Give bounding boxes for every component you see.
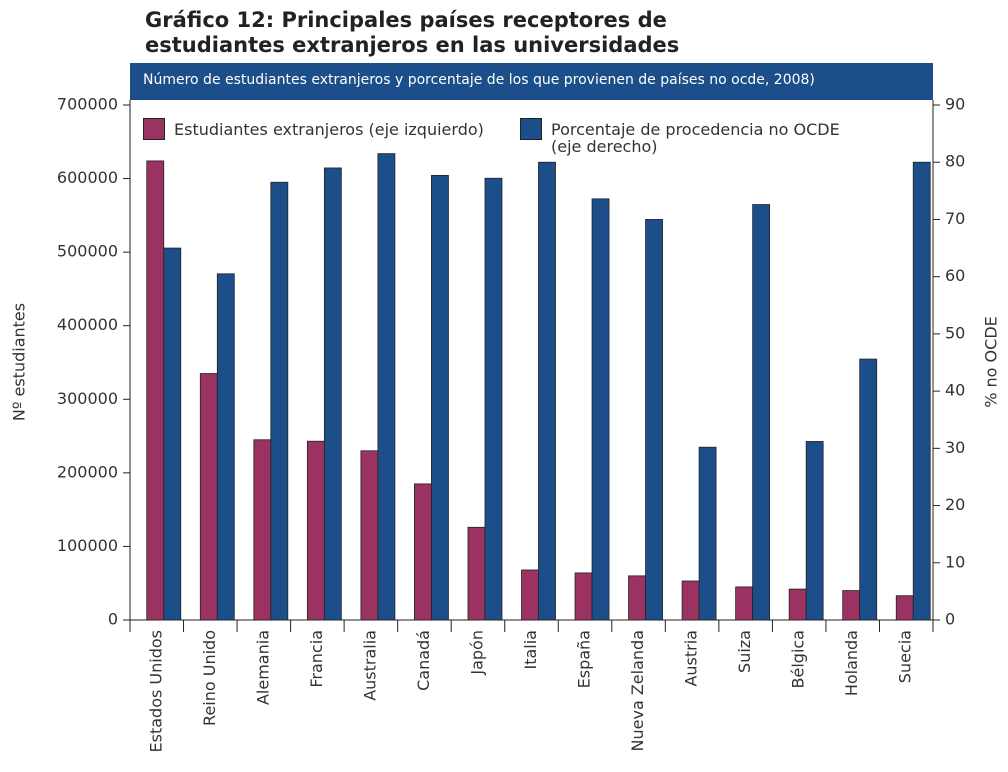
x-tick-label: Japón <box>467 630 486 676</box>
x-tick-label: Canadá <box>414 630 433 691</box>
y-tick-label: 500000 <box>57 242 118 261</box>
y2-tick-label: 30 <box>945 438 965 457</box>
bar <box>842 590 861 621</box>
subtitle: Número de estudiantes extranjeros y porc… <box>143 72 815 88</box>
x-tick-label: Alemania <box>253 630 272 705</box>
bar <box>538 161 556 621</box>
bar <box>805 441 824 621</box>
bar <box>698 446 717 621</box>
x-tick-label: Holanda <box>842 630 861 696</box>
bar <box>270 181 289 621</box>
legend-swatch <box>520 118 542 140</box>
x-tick-label: Suiza <box>735 630 754 673</box>
y-tick-label: 300000 <box>57 389 118 408</box>
y2-tick-label: 50 <box>945 323 965 342</box>
bar <box>895 595 914 621</box>
y2-axis-label: % no OCDE <box>982 316 1001 408</box>
bar <box>360 450 379 621</box>
x-tick-label: Italia <box>521 630 540 670</box>
subtitle-band <box>130 63 933 100</box>
x-tick-label: Austria <box>682 630 701 687</box>
y2-tick-label: 80 <box>945 152 965 171</box>
bar <box>735 586 754 621</box>
legend-swatch <box>143 118 165 140</box>
y-axis-label: Nº estudiantes <box>10 303 29 421</box>
bar <box>591 198 610 621</box>
x-tick-label: Nueva Zelanda <box>628 630 647 751</box>
y-tick-label: 600000 <box>57 168 118 187</box>
x-tick-label: España <box>575 630 594 688</box>
legend-label: Estudiantes extranjeros (eje izquierdo) <box>174 120 484 139</box>
bar <box>306 440 325 621</box>
x-tick-label: Reino Unido <box>200 630 219 726</box>
bar <box>199 373 218 621</box>
y-tick-label: 700000 <box>57 95 118 114</box>
bar <box>323 167 342 621</box>
bar <box>146 160 165 621</box>
bar <box>163 247 182 621</box>
x-tick-label: Bélgica <box>789 630 808 688</box>
bar <box>788 588 807 621</box>
legend-label: Porcentaje de procedencia no OCDE (eje d… <box>551 120 840 156</box>
bar <box>377 153 396 621</box>
bar <box>414 483 432 621</box>
bar <box>431 174 449 621</box>
y2-tick-label: 20 <box>945 495 965 514</box>
x-tick-label: Suecia <box>896 630 915 683</box>
bar <box>484 177 503 621</box>
bar <box>681 580 700 621</box>
chart-title: Gráfico 12: Principales países receptore… <box>145 8 680 57</box>
bar <box>628 575 646 621</box>
y2-tick-label: 70 <box>945 209 965 228</box>
bar <box>574 572 593 621</box>
bar <box>467 526 486 621</box>
x-tick-label: Estados Unidos <box>146 630 165 752</box>
y-tick-label: 100000 <box>57 536 118 555</box>
x-tick-label: Australia <box>360 630 379 701</box>
y2-tick-label: 10 <box>945 552 965 571</box>
bar <box>521 569 539 621</box>
x-tick-label: Francia <box>307 630 326 688</box>
y2-tick-label: 40 <box>945 381 965 400</box>
y-tick-label: 400000 <box>57 315 118 334</box>
y2-tick-label: 0 <box>945 610 955 629</box>
y-tick-label: 0 <box>108 610 118 629</box>
bar <box>859 358 878 621</box>
y-tick-label: 200000 <box>57 462 118 481</box>
bar <box>912 161 931 621</box>
y2-tick-label: 60 <box>945 266 965 285</box>
bar <box>752 204 771 621</box>
bar <box>645 219 663 621</box>
bar <box>253 439 272 621</box>
y2-tick-label: 90 <box>945 95 965 114</box>
bar <box>216 273 235 621</box>
